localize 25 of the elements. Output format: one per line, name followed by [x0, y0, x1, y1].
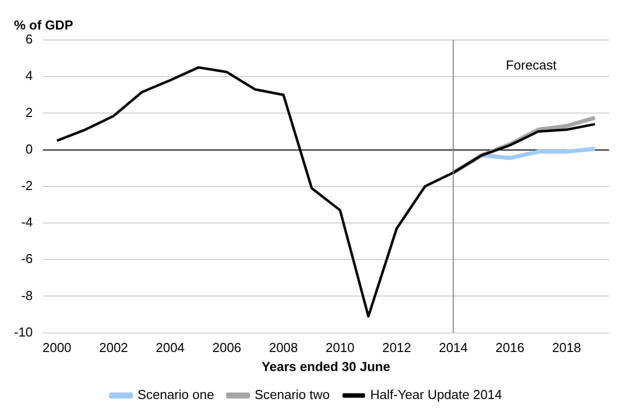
x-tick-label: 2006 [212, 340, 242, 356]
x-tick-label: 2008 [268, 340, 298, 356]
y-tick-label: -10 [14, 324, 33, 340]
y-tick-label: -6 [21, 251, 33, 266]
x-tick-label: 2014 [438, 340, 468, 356]
y-axis-title: % of GDP [14, 18, 74, 33]
y-tick-label: -2 [21, 178, 33, 193]
x-tick-label: 2002 [99, 340, 128, 356]
y-tick-label: 0 [26, 141, 33, 156]
x-tick-label: 2016 [495, 340, 524, 356]
x-tick-label: 2010 [326, 340, 355, 356]
legend-label: Half-Year Update 2014 [370, 387, 502, 402]
y-tick-label: 4 [26, 68, 33, 84]
y-tick-label: 2 [26, 104, 33, 120]
annotation: Forecast [506, 58, 557, 73]
y-tick-label: -4 [21, 214, 33, 230]
y-tick-label: 6 [26, 32, 33, 47]
x-axis-title: Years ended 30 June [262, 358, 390, 374]
x-tick-label: 2000 [42, 340, 72, 356]
legend-label: Scenario one [137, 387, 214, 402]
x-tick-label: 2004 [156, 340, 185, 356]
y-tick-label: -8 [21, 288, 33, 303]
x-tick-label: 2018 [552, 340, 581, 356]
legend-label: Scenario two [254, 387, 330, 402]
x-tick-label: 2012 [382, 340, 412, 356]
